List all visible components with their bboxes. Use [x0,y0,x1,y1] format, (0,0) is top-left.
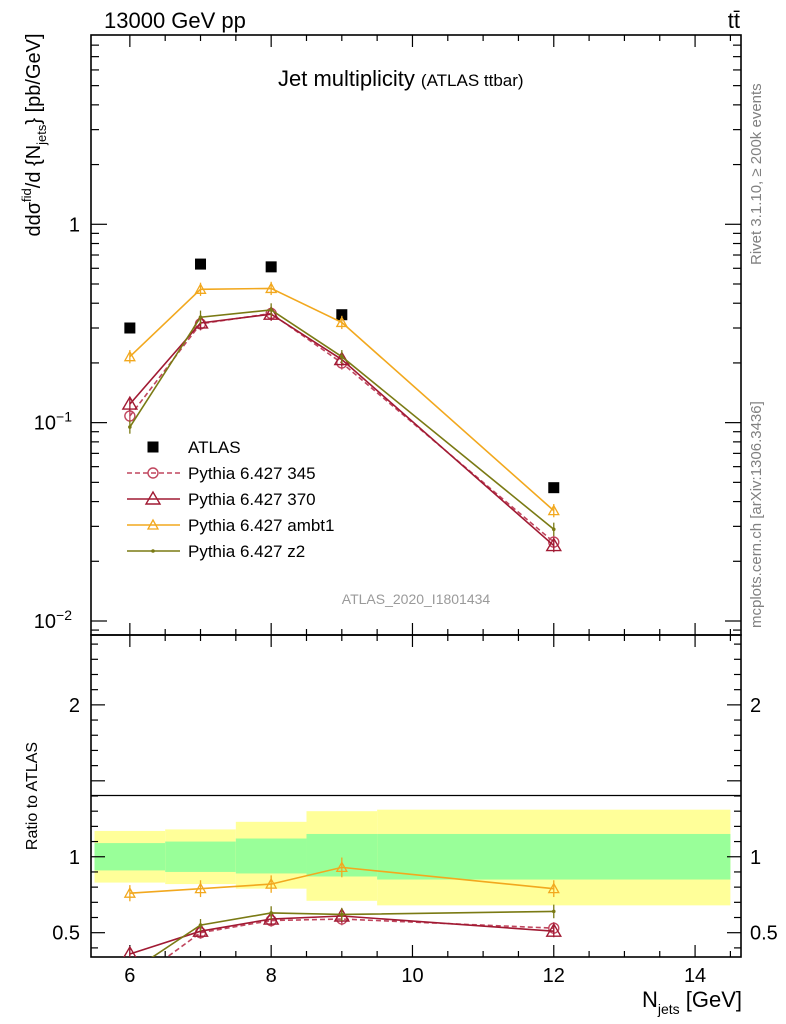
legend-label: Pythia 6.427 z2 [188,542,305,561]
ratio-series-group [123,857,562,957]
ratio-point-pythia-6-427-370 [192,922,209,937]
ratio-uncertainty-bands [94,809,731,906]
ratio-panel-series [123,857,562,957]
mcplots-reference-label: mcplots.cern.ch [arXiv:1306.3436] [748,401,765,628]
ratio-y-tick-label-right: 2 [750,695,761,717]
legend-marker-pythia-6-427-z2 [151,549,155,553]
analysis-id: ATLAS_2020_I1801434 [342,591,491,607]
point-pythia-6-427-z2 [128,425,132,429]
atlas-data-point [124,322,136,334]
band-inner-1 [165,841,236,872]
y-tick-label: 10−2 [34,607,72,633]
ratio-y-tick-label-right: 1 [750,847,761,869]
point-pythia-6-427-ambt1 [123,350,136,362]
ratio-point-pythia-6-427-ambt1 [335,861,348,873]
rivet-version-label: Rivet 3.1.10, ≥ 200k events [748,83,765,265]
plot-title-sub: (ATLAS ttbar) [421,71,524,90]
plot-title-main: Jet multiplicity [278,66,415,91]
point-pythia-6-427-z2 [198,315,203,320]
ratio-point-pythia-6-427-ambt1 [123,886,136,898]
point-pythia-6-427-ambt1 [265,282,278,294]
atlas-data-point [336,309,348,321]
x-tick-label: 10 [401,965,423,987]
atlas-data-point [548,482,560,494]
ratio-point-pythia-6-427-ambt1 [547,882,560,894]
legend-label: Pythia 6.427 345 [188,464,316,483]
ratio-point-pythia-6-427-z2 [551,909,556,914]
point-pythia-6-427-z2 [551,527,556,532]
x-axis-label: Njets [GeV] [642,987,742,1017]
ratio-y-axis-label: Ratio to ATLAS [24,742,41,850]
point-pythia-6-427-z2 [340,354,344,359]
point-pythia-6-427-z2 [269,308,273,312]
ratio-point-pythia-6-427-370 [123,945,137,957]
legend-marker-pythia-6-427-345 [147,467,159,479]
point-pythia-6-427-ambt1 [547,504,560,516]
ratio-point-pythia-6-427-z2 [198,923,203,927]
ratio-y-tick-label: 2 [69,695,80,717]
ratio-y-tick-label: 0.5 [52,923,80,945]
point-pythia-6-427-370 [121,395,139,410]
legend-label: ATLAS [188,438,241,457]
atlas-data-point [265,261,277,273]
plot-title: Jet multiplicity (ATLAS ttbar) [278,66,524,91]
legend-label: Pythia 6.427 370 [188,490,316,509]
legend-marker-atlas [147,441,159,453]
y-tick-label: 10−1 [34,409,72,435]
ratio-y-tick-label: 1 [69,847,80,869]
point-pythia-6-427-ambt1 [194,282,207,294]
svg-text:ddσfid/d {Njets} [pb/GeV]: ddσfid/d {Njets} [pb/GeV] [19,33,49,236]
ratio-point-pythia-6-427-z2 [269,911,273,915]
y-tick-label: 1 [69,214,80,236]
ratio-point-pythia-6-427-370 [545,922,562,937]
legend-label: Pythia 6.427 ambt1 [188,516,334,535]
legend: ATLAS Pythia 6.427 345 Pythia 6.427 370 Pyt… [127,438,334,561]
point-pythia-6-427-370 [262,305,280,320]
band-inner-4 [377,833,731,880]
point-pythia-6-427-370 [545,537,562,552]
point-pythia-6-427-ambt1 [335,316,348,328]
x-tick-label: 8 [266,965,277,987]
ratio-point-pythia-6-427-z2 [340,912,344,917]
final-state-label: tt̄ [728,8,740,33]
ratio-point-pythia-6-427-370 [262,910,280,925]
main-y-axis-label: ddσfid/d {Njets} [pb/GeV] [19,33,49,236]
process-label: 13000 GeV pp [104,8,246,33]
ratio-point-pythia-6-427-ambt1 [265,877,278,889]
legend-marker-pythia-6-427-ambt1 [146,518,160,530]
x-tick-label: 12 [543,965,565,987]
band-inner-2 [235,838,307,874]
ratio-y-tick-label-right: 0.5 [750,923,778,945]
band-inner-0 [94,843,166,871]
ratio-line-pythia-6-427-345 [165,918,554,957]
x-tick-label: 14 [684,965,706,987]
atlas-data-point [195,258,207,270]
main-panel-series [121,258,562,553]
legend-marker-pythia-6-427-370 [144,490,162,505]
series-line-pythia-6-427-370 [129,313,555,547]
ratio-point-pythia-6-427-ambt1 [194,882,207,894]
x-tick-label: 6 [124,965,135,987]
